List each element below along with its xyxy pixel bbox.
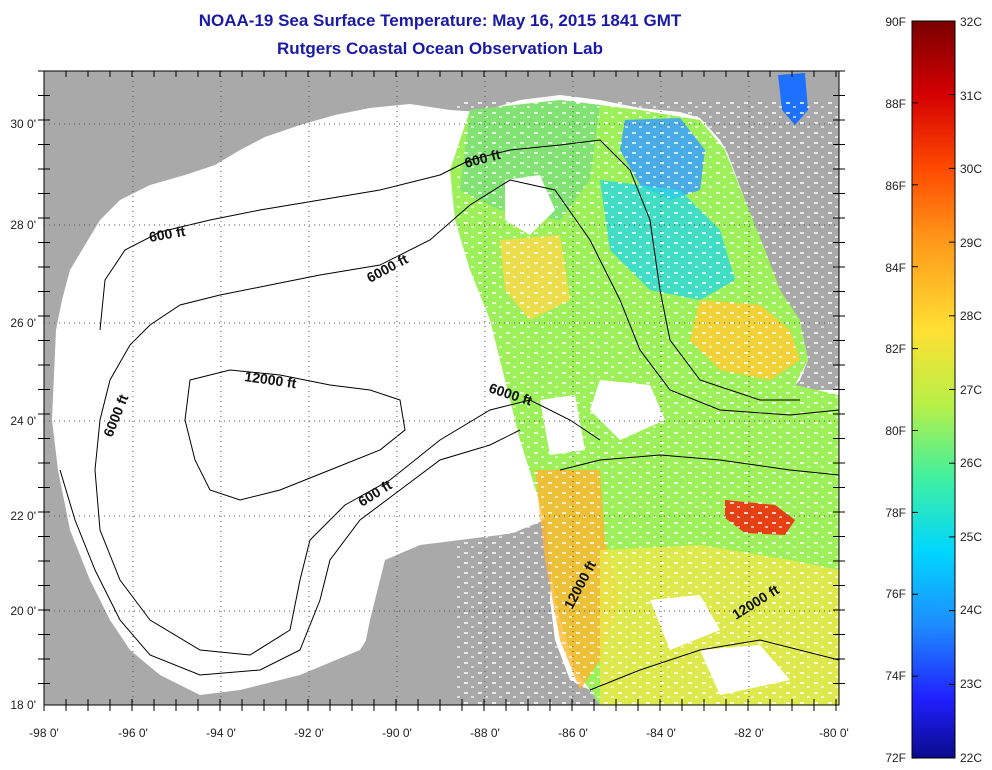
lon-label: -98 0' xyxy=(29,726,59,740)
lat-label: 20 0' xyxy=(10,604,36,618)
contour-label: 600 ft xyxy=(148,223,187,245)
colorbar-f-label: 90F xyxy=(885,15,906,29)
colorbar-f-label: 80F xyxy=(885,424,906,438)
lat-label: 28 0' xyxy=(10,218,36,232)
bathymetry-contours xyxy=(59,139,839,691)
axis-ticks xyxy=(38,70,845,711)
lon-label: -80 0' xyxy=(819,726,849,740)
colorbar-f-label: 88F xyxy=(885,97,906,111)
graticule xyxy=(44,71,839,705)
lat-label: 18 0' xyxy=(10,698,36,712)
colorbar-f-label: 82F xyxy=(885,342,906,356)
contour-12000ft xyxy=(184,369,406,501)
contour-600ft xyxy=(99,139,800,401)
colorbar-ticks xyxy=(912,20,955,759)
colorbar-c-label: 24C xyxy=(960,603,982,617)
colorbar-c-label: 22C xyxy=(960,751,982,765)
lat-label: 30 0' xyxy=(10,117,36,131)
lon-label: -82 0' xyxy=(734,726,764,740)
colorbar-c-label: 26C xyxy=(960,456,982,470)
lon-label: -88 0' xyxy=(470,726,500,740)
colorbar-c-label: 27C xyxy=(960,383,982,397)
lat-label: 24 0' xyxy=(10,414,36,428)
contour-caribbean xyxy=(589,639,839,691)
latitude-axis: 30 0' 28 0' 26 0' 24 0' 22 0' 20 0' 18 0… xyxy=(10,117,36,712)
lon-label: -86 0' xyxy=(558,726,588,740)
colorbar-f-label: 72F xyxy=(885,751,906,765)
lon-label: -90 0' xyxy=(382,726,412,740)
lon-label: -94 0' xyxy=(206,726,236,740)
contour-label: 12000 ft xyxy=(244,368,298,391)
contour-600ft-south xyxy=(59,429,521,676)
lat-label: 26 0' xyxy=(10,316,36,330)
colorbar-f-label: 76F xyxy=(885,587,906,601)
map-area: 600 ft 600 ft 6000 ft 12000 ft 6000 ft 6… xyxy=(44,71,839,705)
colorbar-f-label: 74F xyxy=(885,669,906,683)
colorbar-f-label: 84F xyxy=(885,261,906,275)
lon-label: -92 0' xyxy=(294,726,324,740)
contour-yucatan xyxy=(559,454,839,476)
colorbar-c-label: 30C xyxy=(960,162,982,176)
colorbar: 90F 88F 86F 84F 82F 80F 78F 76F 74F 72F … xyxy=(885,15,982,765)
colorbar-c-label: 29C xyxy=(960,236,982,250)
colorbar-c-label: 23C xyxy=(960,677,982,691)
lon-label: -84 0' xyxy=(646,726,676,740)
longitude-axis: -98 0' -96 0' -94 0' -92 0' -90 0' -88 0… xyxy=(29,726,849,740)
colorbar-c-label: 25C xyxy=(960,530,982,544)
colorbar-gradient xyxy=(911,20,956,759)
map-frame xyxy=(43,70,840,706)
contour-6000ft xyxy=(94,179,839,471)
map-title: NOAA-19 Sea Surface Temperature: May 16,… xyxy=(198,11,682,30)
colorbar-c-label: 32C xyxy=(960,15,982,29)
contour-6000ft-west xyxy=(94,399,601,656)
sst-data-swath xyxy=(450,73,839,705)
map-subtitle: Rutgers Coastal Ocean Observation Lab xyxy=(277,39,603,58)
lon-label: -96 0' xyxy=(118,726,148,740)
lat-label: 22 0' xyxy=(10,509,36,523)
colorbar-f-label: 86F xyxy=(885,179,906,193)
colorbar-f-label: 78F xyxy=(885,506,906,520)
colorbar-c-label: 31C xyxy=(960,89,982,103)
colorbar-c-label: 28C xyxy=(960,309,982,323)
